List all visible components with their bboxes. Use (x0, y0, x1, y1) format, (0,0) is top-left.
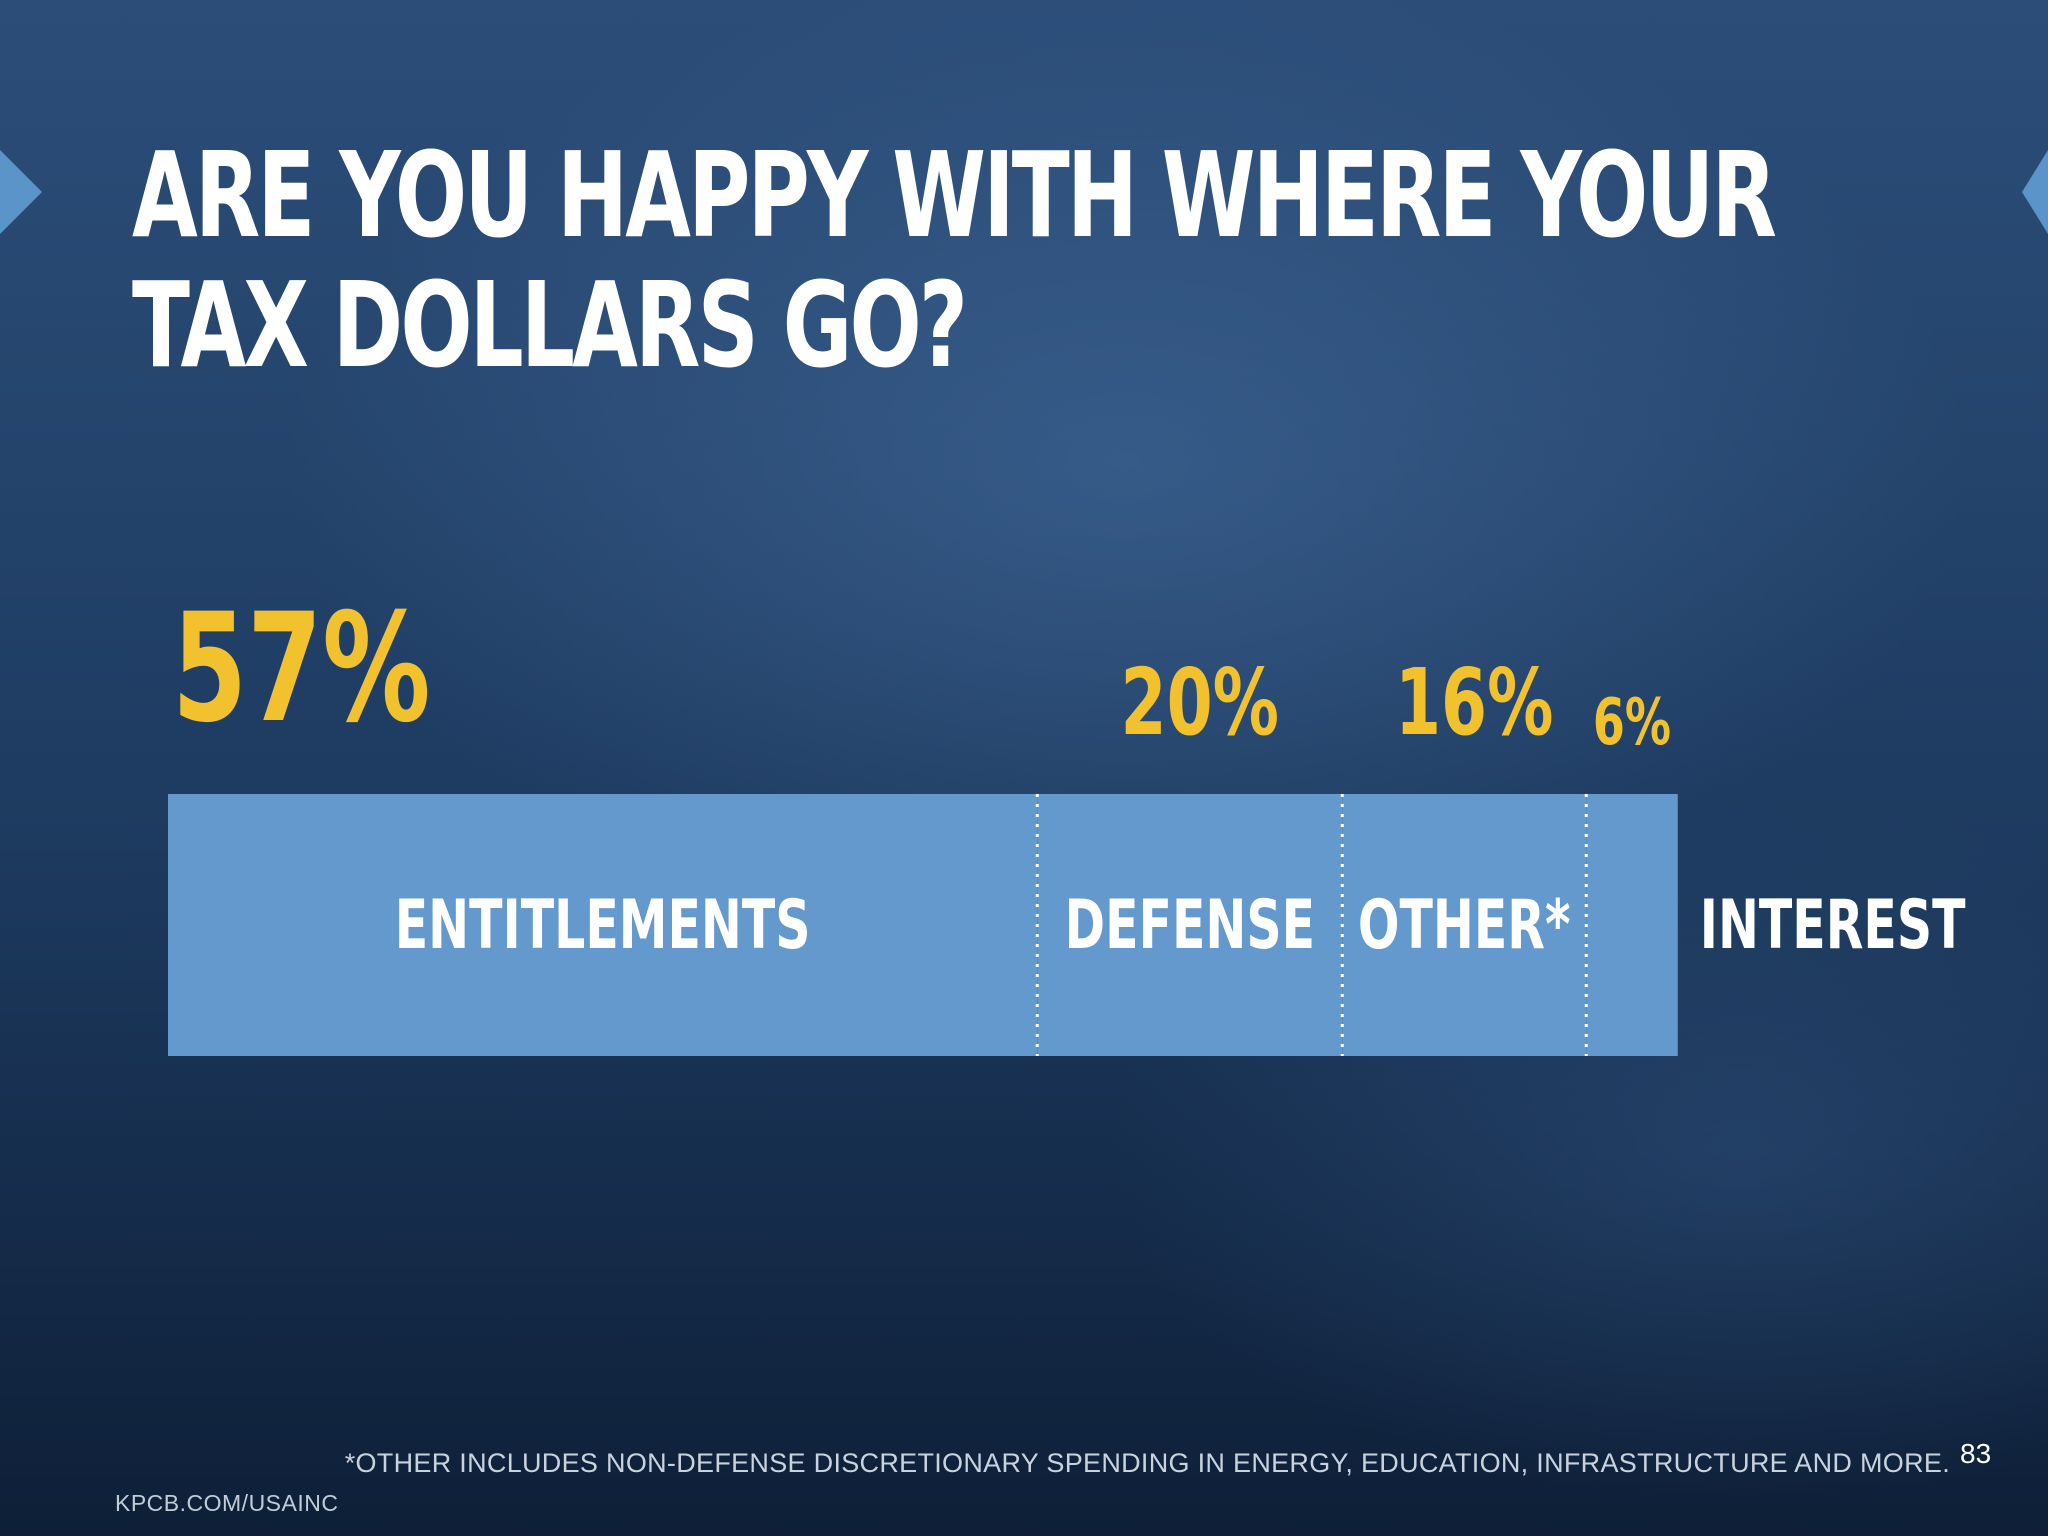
slide-title: ARE YOU HAPPY WITH WHERE YOUR TAX DOLLAR… (132, 126, 1777, 394)
title-line-1: ARE YOU HAPPY WITH WHERE YOUR (132, 126, 1777, 264)
category-label-defense: DEFENSE (1064, 885, 1315, 964)
next-slide-arrow-icon[interactable] (2022, 150, 2048, 234)
source-link[interactable]: KPCB.COM/USAINC (115, 1490, 339, 1516)
category-label-interest: INTEREST (1700, 885, 1966, 964)
bar-segment-interest (1586, 794, 1678, 1056)
percent-label-other: 16% (1395, 649, 1554, 756)
page-number: 83 (1960, 1438, 1992, 1469)
previous-slide-arrow-icon[interactable] (0, 150, 42, 234)
category-label-other: OTHER* (1358, 885, 1571, 964)
percent-label-entitlements: 57% (172, 581, 430, 755)
bar-segment-other (1342, 794, 1587, 1056)
percent-label-defense: 20% (1120, 649, 1279, 756)
footnote: *OTHER INCLUDES NON-DEFENSE DISCRETIONAR… (344, 1448, 1950, 1478)
percent-label-interest: 6% (1593, 685, 1671, 760)
title-line-2: TAX DOLLARS GO? (132, 256, 968, 394)
bar-segment-entitlements (168, 794, 1038, 1056)
bar-segment-defense (1037, 794, 1343, 1056)
category-label-entitlements: ENTITLEMENTS (395, 885, 811, 964)
